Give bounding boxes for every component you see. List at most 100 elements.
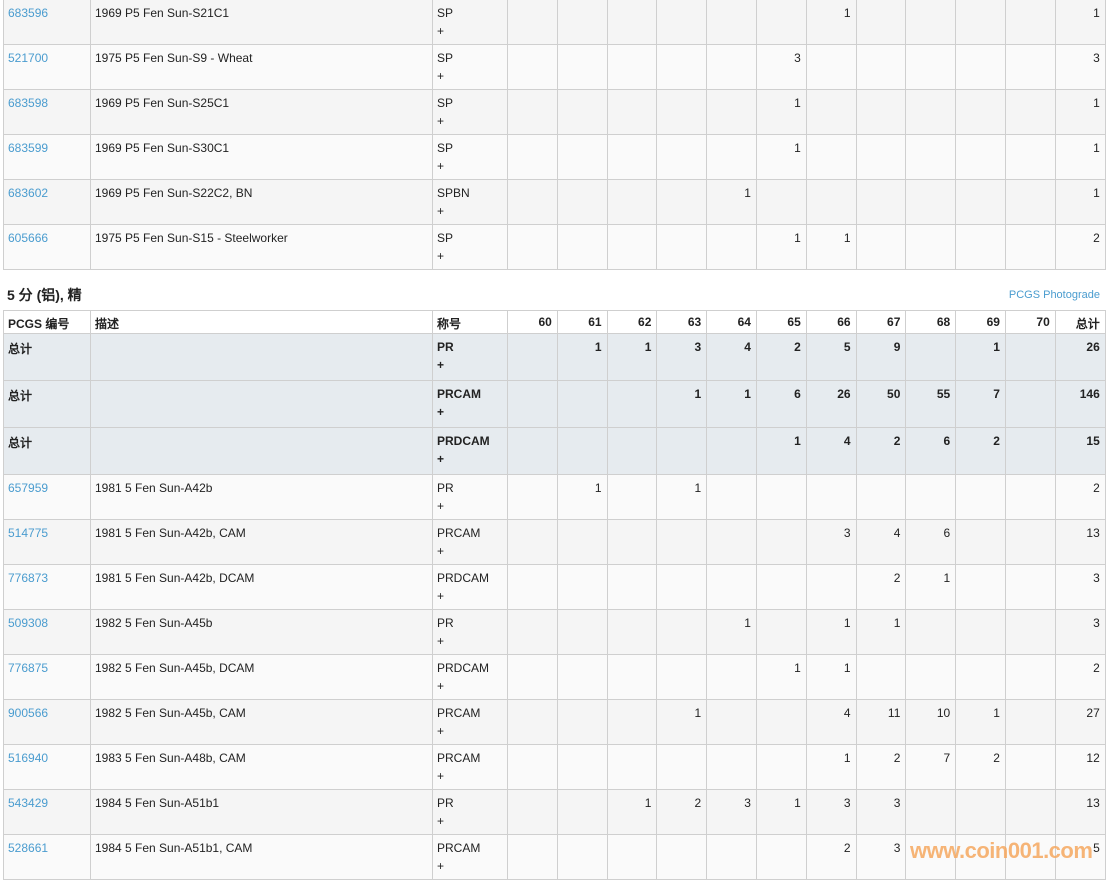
grade-count-cell: 1 [656, 474, 708, 520]
pcgs-number-link[interactable]: 776873 [8, 571, 49, 585]
grade-count-cell: 1 [706, 380, 757, 428]
plus-designation-link[interactable]: + [437, 204, 445, 218]
pcgs-number-link[interactable]: 514775 [8, 526, 49, 540]
pcgs-number-cell: 总计 [3, 333, 91, 381]
designation-cell: PR + [432, 609, 508, 655]
pcgs-number-cell: 528661 [3, 834, 91, 880]
pcgs-number-link[interactable]: 900566 [8, 706, 49, 720]
grade-count-cell [1004, 179, 1056, 225]
header-pcgs-number: PCGS 编号 [3, 310, 91, 334]
plus-designation-link[interactable]: + [437, 724, 445, 738]
pcgs-number-link[interactable]: 605666 [8, 231, 49, 245]
grade-count-cell: 1 [755, 134, 807, 180]
table-row: 776875 1982 5 Fen Sun-A45b, DCAM PRDCAM +1 1… [3, 654, 1106, 700]
grade-count-cell [955, 44, 1006, 90]
grade-count-cell [955, 834, 1006, 880]
designation: PRDCAM [437, 661, 490, 675]
grade-count-cell [606, 474, 658, 520]
designation: SP [437, 141, 454, 155]
grade-count-cell [805, 179, 857, 225]
pcgs-number-link[interactable]: 776875 [8, 661, 49, 675]
description-cell: 1969 P5 Fen Sun-S30C1 [90, 134, 433, 180]
grade-count-cell [755, 744, 807, 790]
grade-count-cell: 3 [656, 333, 708, 381]
header-grade: 61 [556, 310, 608, 334]
table-row: 543429 1984 5 Fen Sun-A51b1 PR +1 2 3 1 3 3 13 [3, 789, 1106, 835]
plus-designation-link[interactable]: + [437, 499, 445, 513]
plus-designation-link[interactable]: + [437, 814, 445, 828]
grade-count-cell: 1 [706, 609, 757, 655]
grade-count-cell: 10 [905, 699, 957, 745]
grade-count-cell [656, 519, 708, 565]
header-grade: 65 [755, 310, 807, 334]
plus-designation-link[interactable]: + [437, 452, 445, 466]
grade-count-cell [805, 564, 857, 610]
pcgs-number-link[interactable]: 657959 [8, 481, 49, 495]
plus-designation-link[interactable]: + [437, 24, 445, 38]
grade-count-cell [706, 0, 757, 45]
grade-count-cell: 6 [905, 519, 957, 565]
grade-count-cell [955, 134, 1006, 180]
grade-count-cell [855, 179, 907, 225]
pcgs-number-link[interactable]: 543429 [8, 796, 49, 810]
row-total-cell: 27 [1054, 699, 1106, 745]
pcgs-number-link[interactable]: 683596 [8, 6, 49, 20]
grade-count-cell: 3 [855, 834, 907, 880]
table-row: 683598 1969 P5 Fen Sun-S25C1 SP +1 1 [3, 89, 1106, 135]
description-cell: 1981 5 Fen Sun-A42b [90, 474, 433, 520]
row-total-cell: 2 [1054, 654, 1106, 700]
plus-designation-link[interactable]: + [437, 159, 445, 173]
total-label: 总计 [8, 436, 33, 450]
grade-count-cell [905, 0, 957, 45]
table-row: 900566 1982 5 Fen Sun-A45b, CAM PRCAM +1 4 11… [3, 699, 1106, 745]
grade-count-cell [1004, 744, 1056, 790]
pcgs-number-link[interactable]: 509308 [8, 616, 49, 630]
plus-designation-link[interactable]: + [437, 114, 445, 128]
grade-count-cell [755, 519, 807, 565]
pcgs-number-link[interactable]: 683602 [8, 186, 49, 200]
plus-designation-link[interactable]: + [437, 859, 445, 873]
pcgs-photograde-link[interactable]: PCGS Photograde [1008, 289, 1100, 301]
grade-count-cell [855, 474, 907, 520]
grade-count-cell [855, 134, 907, 180]
plus-designation-link[interactable]: + [437, 589, 445, 603]
grade-count-cell [606, 44, 658, 90]
grade-count-cell [755, 834, 807, 880]
description-cell: 1983 5 Fen Sun-A48b, CAM [90, 744, 433, 790]
grade-count-cell [955, 0, 1006, 45]
description-cell: 1975 P5 Fen Sun-S15 - Steelworker [90, 224, 433, 270]
designation: PRCAM [437, 387, 481, 401]
pcgs-number-cell: 521700 [3, 44, 91, 90]
row-total-cell: 2 [1054, 224, 1106, 270]
grade-count-cell [805, 474, 857, 520]
total-row: 总计 PRDCAM +1 4 2 6 2 15 [3, 427, 1106, 475]
grade-count-cell [706, 699, 757, 745]
pcgs-number-link[interactable]: 683598 [8, 96, 49, 110]
grade-count-cell: 2 [656, 789, 708, 835]
pcgs-number-link[interactable]: 516940 [8, 751, 49, 765]
table-row: 683599 1969 P5 Fen Sun-S30C1 SP +1 1 [3, 134, 1106, 180]
grade-count-cell [507, 44, 558, 90]
grade-count-cell [656, 427, 708, 475]
grade-count-cell [556, 744, 608, 790]
pcgs-number-link[interactable]: 528661 [8, 841, 49, 855]
row-total-cell: 12 [1054, 744, 1106, 790]
row-total-cell: 1 [1054, 0, 1106, 45]
plus-designation-link[interactable]: + [437, 69, 445, 83]
plus-designation-link[interactable]: + [437, 634, 445, 648]
pcgs-number-link[interactable]: 521700 [8, 51, 49, 65]
description-cell: 1984 5 Fen Sun-A51b1 [90, 789, 433, 835]
plus-designation-link[interactable]: + [437, 405, 445, 419]
row-total-cell: 5 [1054, 834, 1106, 880]
plus-designation-link[interactable]: + [437, 249, 445, 263]
pcgs-number-cell: 514775 [3, 519, 91, 565]
plus-designation-link[interactable]: + [437, 358, 445, 372]
plus-designation-link[interactable]: + [437, 679, 445, 693]
grade-count-cell [556, 834, 608, 880]
plus-designation-link[interactable]: + [437, 769, 445, 783]
pcgs-number-link[interactable]: 683599 [8, 141, 49, 155]
grade-count-cell [507, 0, 558, 45]
grade-count-cell [955, 89, 1006, 135]
grade-count-cell [656, 654, 708, 700]
plus-designation-link[interactable]: + [437, 544, 445, 558]
